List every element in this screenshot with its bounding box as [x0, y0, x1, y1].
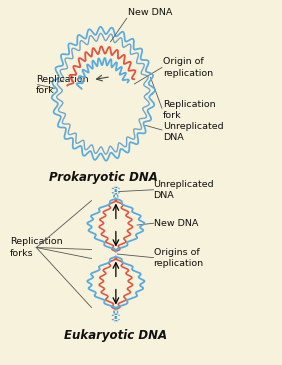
Text: Origin of
replication: Origin of replication: [163, 57, 213, 77]
Text: Unreplicated
DNA: Unreplicated DNA: [154, 180, 214, 200]
Text: New DNA: New DNA: [154, 219, 198, 228]
Text: Eukaryotic DNA: Eukaryotic DNA: [64, 329, 168, 342]
Text: Unreplicated
DNA: Unreplicated DNA: [163, 122, 223, 142]
Text: Replication
forks: Replication forks: [10, 238, 62, 258]
Text: Prokaryotic DNA: Prokaryotic DNA: [49, 171, 158, 184]
Text: Replication
fork: Replication fork: [163, 100, 215, 120]
Text: New DNA: New DNA: [128, 8, 173, 17]
Text: Origins of
replication: Origins of replication: [154, 247, 204, 268]
Text: Replication
fork: Replication fork: [36, 75, 89, 95]
